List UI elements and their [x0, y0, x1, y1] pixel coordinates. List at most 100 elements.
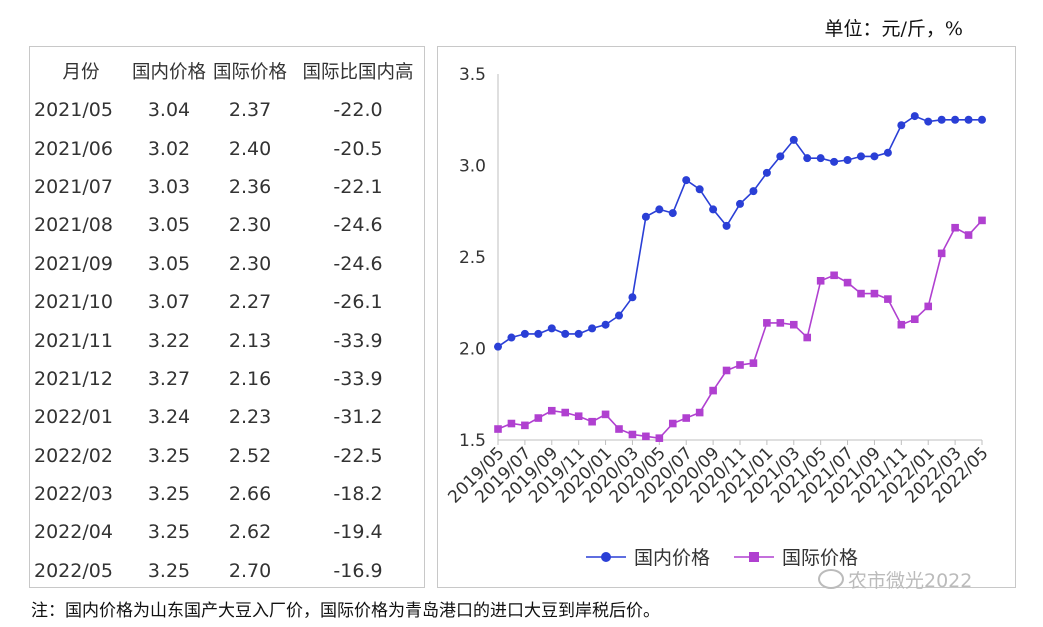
cell-difference: -24.6 — [333, 214, 383, 237]
cell-domestic-price: 3.05 — [147, 252, 191, 275]
domestic-price-point — [937, 115, 946, 124]
y-tick-label: 1.5 — [459, 431, 486, 451]
cell-domestic-price: 3.05 — [147, 214, 191, 237]
cell-domestic-price: 3.03 — [147, 175, 191, 198]
header-domestic: 国内价格 — [132, 62, 207, 83]
cell-domestic-price: 3.27 — [147, 367, 191, 390]
international-price-point — [937, 249, 946, 258]
international-price-point — [884, 295, 892, 303]
international-price-point — [924, 302, 933, 311]
domestic-price-point — [655, 205, 664, 214]
international-price-point — [816, 276, 825, 285]
cell-international-price: 2.66 — [228, 483, 272, 506]
international-price-point — [830, 271, 838, 280]
domestic-price-point — [668, 209, 677, 218]
table-header-row: 月份 国内价格 国际价格 国际比国内高 — [30, 51, 422, 91]
cell-international-price: 2.30 — [228, 214, 272, 237]
y-tick-label: 2.0 — [459, 340, 486, 360]
table-row: 2021/07 3.03 2.36 -22.1 — [30, 168, 422, 206]
international-price-point — [682, 414, 691, 422]
price-chart-panel: 1.5 2.0 2.5 3.0 3.5 2019/05 2019/07 2019/09 2019… — [437, 46, 1016, 588]
international-price-point — [870, 289, 879, 298]
price-table: 月份 国内价格 国际价格 国际比国内高 2021/05 3.04 2.37 -22.0… — [30, 51, 422, 590]
international-price-point — [628, 430, 637, 439]
international-price-point — [736, 361, 744, 369]
domestic-price-point — [547, 324, 556, 333]
price-table-panel: 月份 国内价格 国际价格 国际比国内高 2021/05 3.04 2.37 -22.0… — [29, 46, 425, 588]
domestic-price-point — [789, 135, 798, 144]
cell-month: 2021/08 — [34, 214, 113, 237]
cell-international-price: 2.70 — [228, 559, 272, 582]
legend-marker-domestic — [601, 552, 611, 562]
cell-difference: -33.9 — [333, 367, 383, 390]
international-price-point — [574, 412, 583, 421]
international-price-point — [910, 315, 919, 324]
cell-international-price: 2.13 — [228, 329, 272, 352]
international-price-point — [534, 414, 543, 422]
cell-domestic-price: 3.25 — [147, 521, 191, 544]
y-tick-label: 3.0 — [459, 157, 486, 177]
international-price-point — [507, 419, 516, 428]
cell-month: 2021/11 — [34, 329, 113, 352]
cell-month: 2022/05 — [34, 559, 113, 582]
cell-international-price: 2.40 — [228, 137, 272, 160]
cell-difference: -18.2 — [333, 483, 383, 506]
header-month: 月份 — [62, 62, 100, 83]
international-price-point — [642, 432, 650, 441]
international-price-point — [964, 231, 973, 239]
international-price-point — [749, 359, 758, 367]
cell-month: 2021/07 — [34, 175, 113, 198]
watermark-text: 农市微光2022 — [848, 570, 973, 592]
cell-month: 2021/10 — [34, 291, 113, 314]
international-price-point — [763, 319, 771, 327]
y-tick-label: 3.5 — [459, 65, 486, 85]
international-price-point — [978, 216, 986, 225]
cell-difference: -22.5 — [333, 444, 383, 467]
domestic-price-point — [588, 324, 597, 333]
domestic-price-point — [924, 117, 933, 126]
table-row: 2021/10 3.07 2.27 -26.1 — [30, 283, 422, 321]
domestic-price-point — [682, 176, 691, 185]
international-price-point — [494, 425, 502, 433]
international-price-point — [615, 425, 623, 433]
wechat-icon — [818, 569, 844, 589]
cell-domestic-price: 3.04 — [147, 99, 191, 122]
table-row: 2022/04 3.25 2.62 -19.4 — [30, 513, 422, 551]
international-price-point — [776, 319, 785, 327]
domestic-price-point — [883, 148, 892, 157]
cell-domestic-price: 3.22 — [147, 329, 191, 352]
legend-label-1: 国内价格 — [634, 547, 710, 569]
international-price-point — [695, 408, 704, 417]
domestic-price-point — [736, 199, 744, 208]
cell-month: 2022/04 — [34, 521, 113, 544]
international-price-point — [789, 320, 798, 329]
international-price-point — [843, 278, 852, 287]
domestic-price-point — [507, 333, 516, 342]
cell-difference: -16.9 — [333, 559, 383, 582]
unit-label: 单位：元/斤，% — [824, 18, 963, 40]
cell-difference: -20.5 — [333, 137, 383, 160]
table-row: 2021/12 3.27 2.16 -33.9 — [30, 360, 422, 398]
cell-international-price: 2.52 — [228, 444, 272, 467]
table-row: 2022/02 3.25 2.52 -22.5 — [30, 437, 422, 475]
international-price-point — [803, 333, 812, 342]
domestic-price-point — [964, 115, 973, 124]
domestic-price-point — [615, 311, 623, 320]
international-price-point — [561, 408, 570, 417]
cell-international-price: 2.16 — [228, 367, 272, 390]
cell-international-price: 2.37 — [228, 99, 272, 122]
cell-difference: -19.4 — [333, 521, 383, 544]
table-row: 2021/08 3.05 2.30 -24.6 — [30, 206, 422, 244]
table-row: 2021/05 3.04 2.37 -22.0 — [30, 91, 422, 129]
series-line-2 — [497, 219, 983, 440]
cell-month: 2022/02 — [34, 444, 113, 467]
domestic-price-point — [574, 329, 583, 338]
international-price-point — [897, 320, 906, 329]
domestic-price-point — [695, 185, 704, 194]
cell-international-price: 2.36 — [228, 175, 272, 198]
cell-domestic-price: 3.02 — [147, 137, 191, 160]
cell-difference: -31.2 — [333, 406, 383, 429]
international-price-point — [722, 366, 731, 375]
cell-international-price: 2.30 — [228, 252, 272, 275]
cell-month: 2021/05 — [34, 99, 113, 122]
